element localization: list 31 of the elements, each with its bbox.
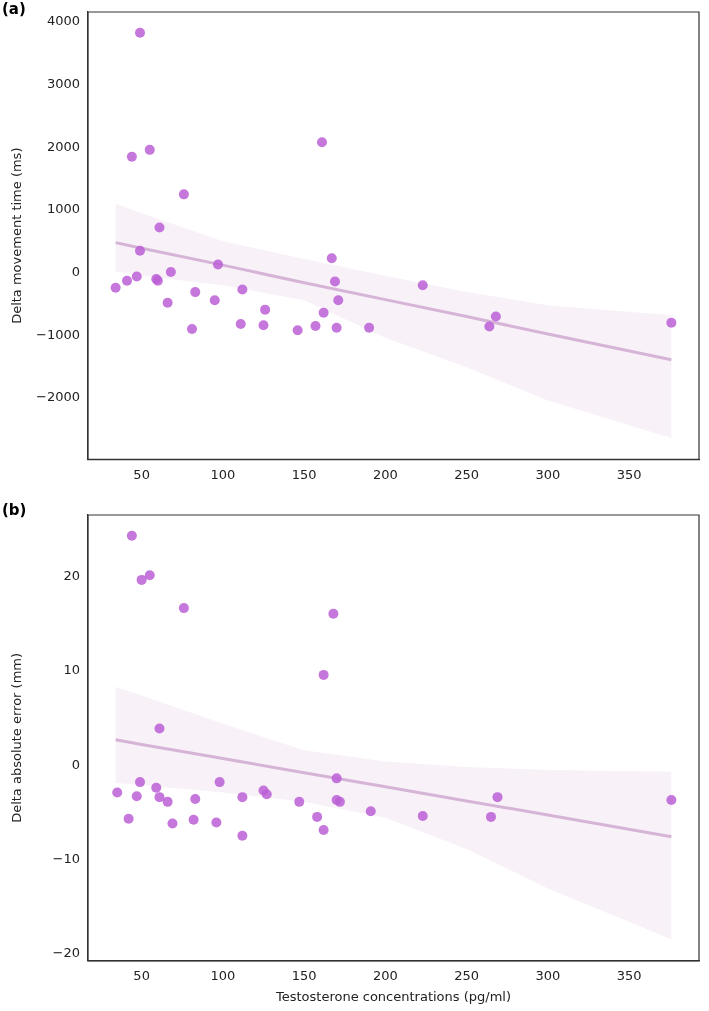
chart-title: (a)	[2, 0, 26, 18]
y-tick-label: −10	[52, 850, 80, 866]
x-tick-label: 100	[210, 967, 236, 983]
y-tick-label: 3000	[46, 76, 80, 92]
y-tick-label: −2000	[36, 389, 80, 405]
x-tick-label: 200	[372, 967, 398, 983]
x-tick-label: 150	[291, 967, 317, 983]
x-tick-label: 350	[616, 466, 642, 482]
y-tick-label: 20	[63, 568, 80, 584]
y-tick-label: 1000	[46, 201, 80, 217]
x-tick-label: 250	[454, 466, 480, 482]
y-axis-title: Delta absolute error (mm)	[9, 652, 25, 823]
x-tick-label: 300	[535, 967, 561, 983]
x-tick-label: 100	[210, 466, 236, 482]
y-tick-label: 10	[63, 662, 80, 678]
y-tick-label: −20	[52, 944, 80, 960]
x-tick-label: 250	[454, 967, 480, 983]
x-tick-label: 150	[291, 466, 317, 482]
y-axis-title: Delta movement time (ms)	[9, 147, 25, 324]
y-tick-label: 4000	[46, 13, 80, 29]
x-tick-label: 300	[535, 466, 561, 482]
y-tick-label: 0	[71, 756, 80, 772]
x-axis-title: Testosterone concentrations (pg/ml)	[274, 988, 512, 1004]
x-tick-label: 50	[133, 466, 150, 482]
x-tick-label: 350	[616, 967, 642, 983]
y-tick-label: 2000	[46, 138, 80, 154]
x-tick-label: 50	[133, 967, 150, 983]
y-tick-label: 0	[71, 264, 80, 280]
y-tick-label: −1000	[36, 326, 80, 342]
chart-title: (b)	[2, 501, 27, 519]
x-tick-label: 200	[372, 466, 398, 482]
